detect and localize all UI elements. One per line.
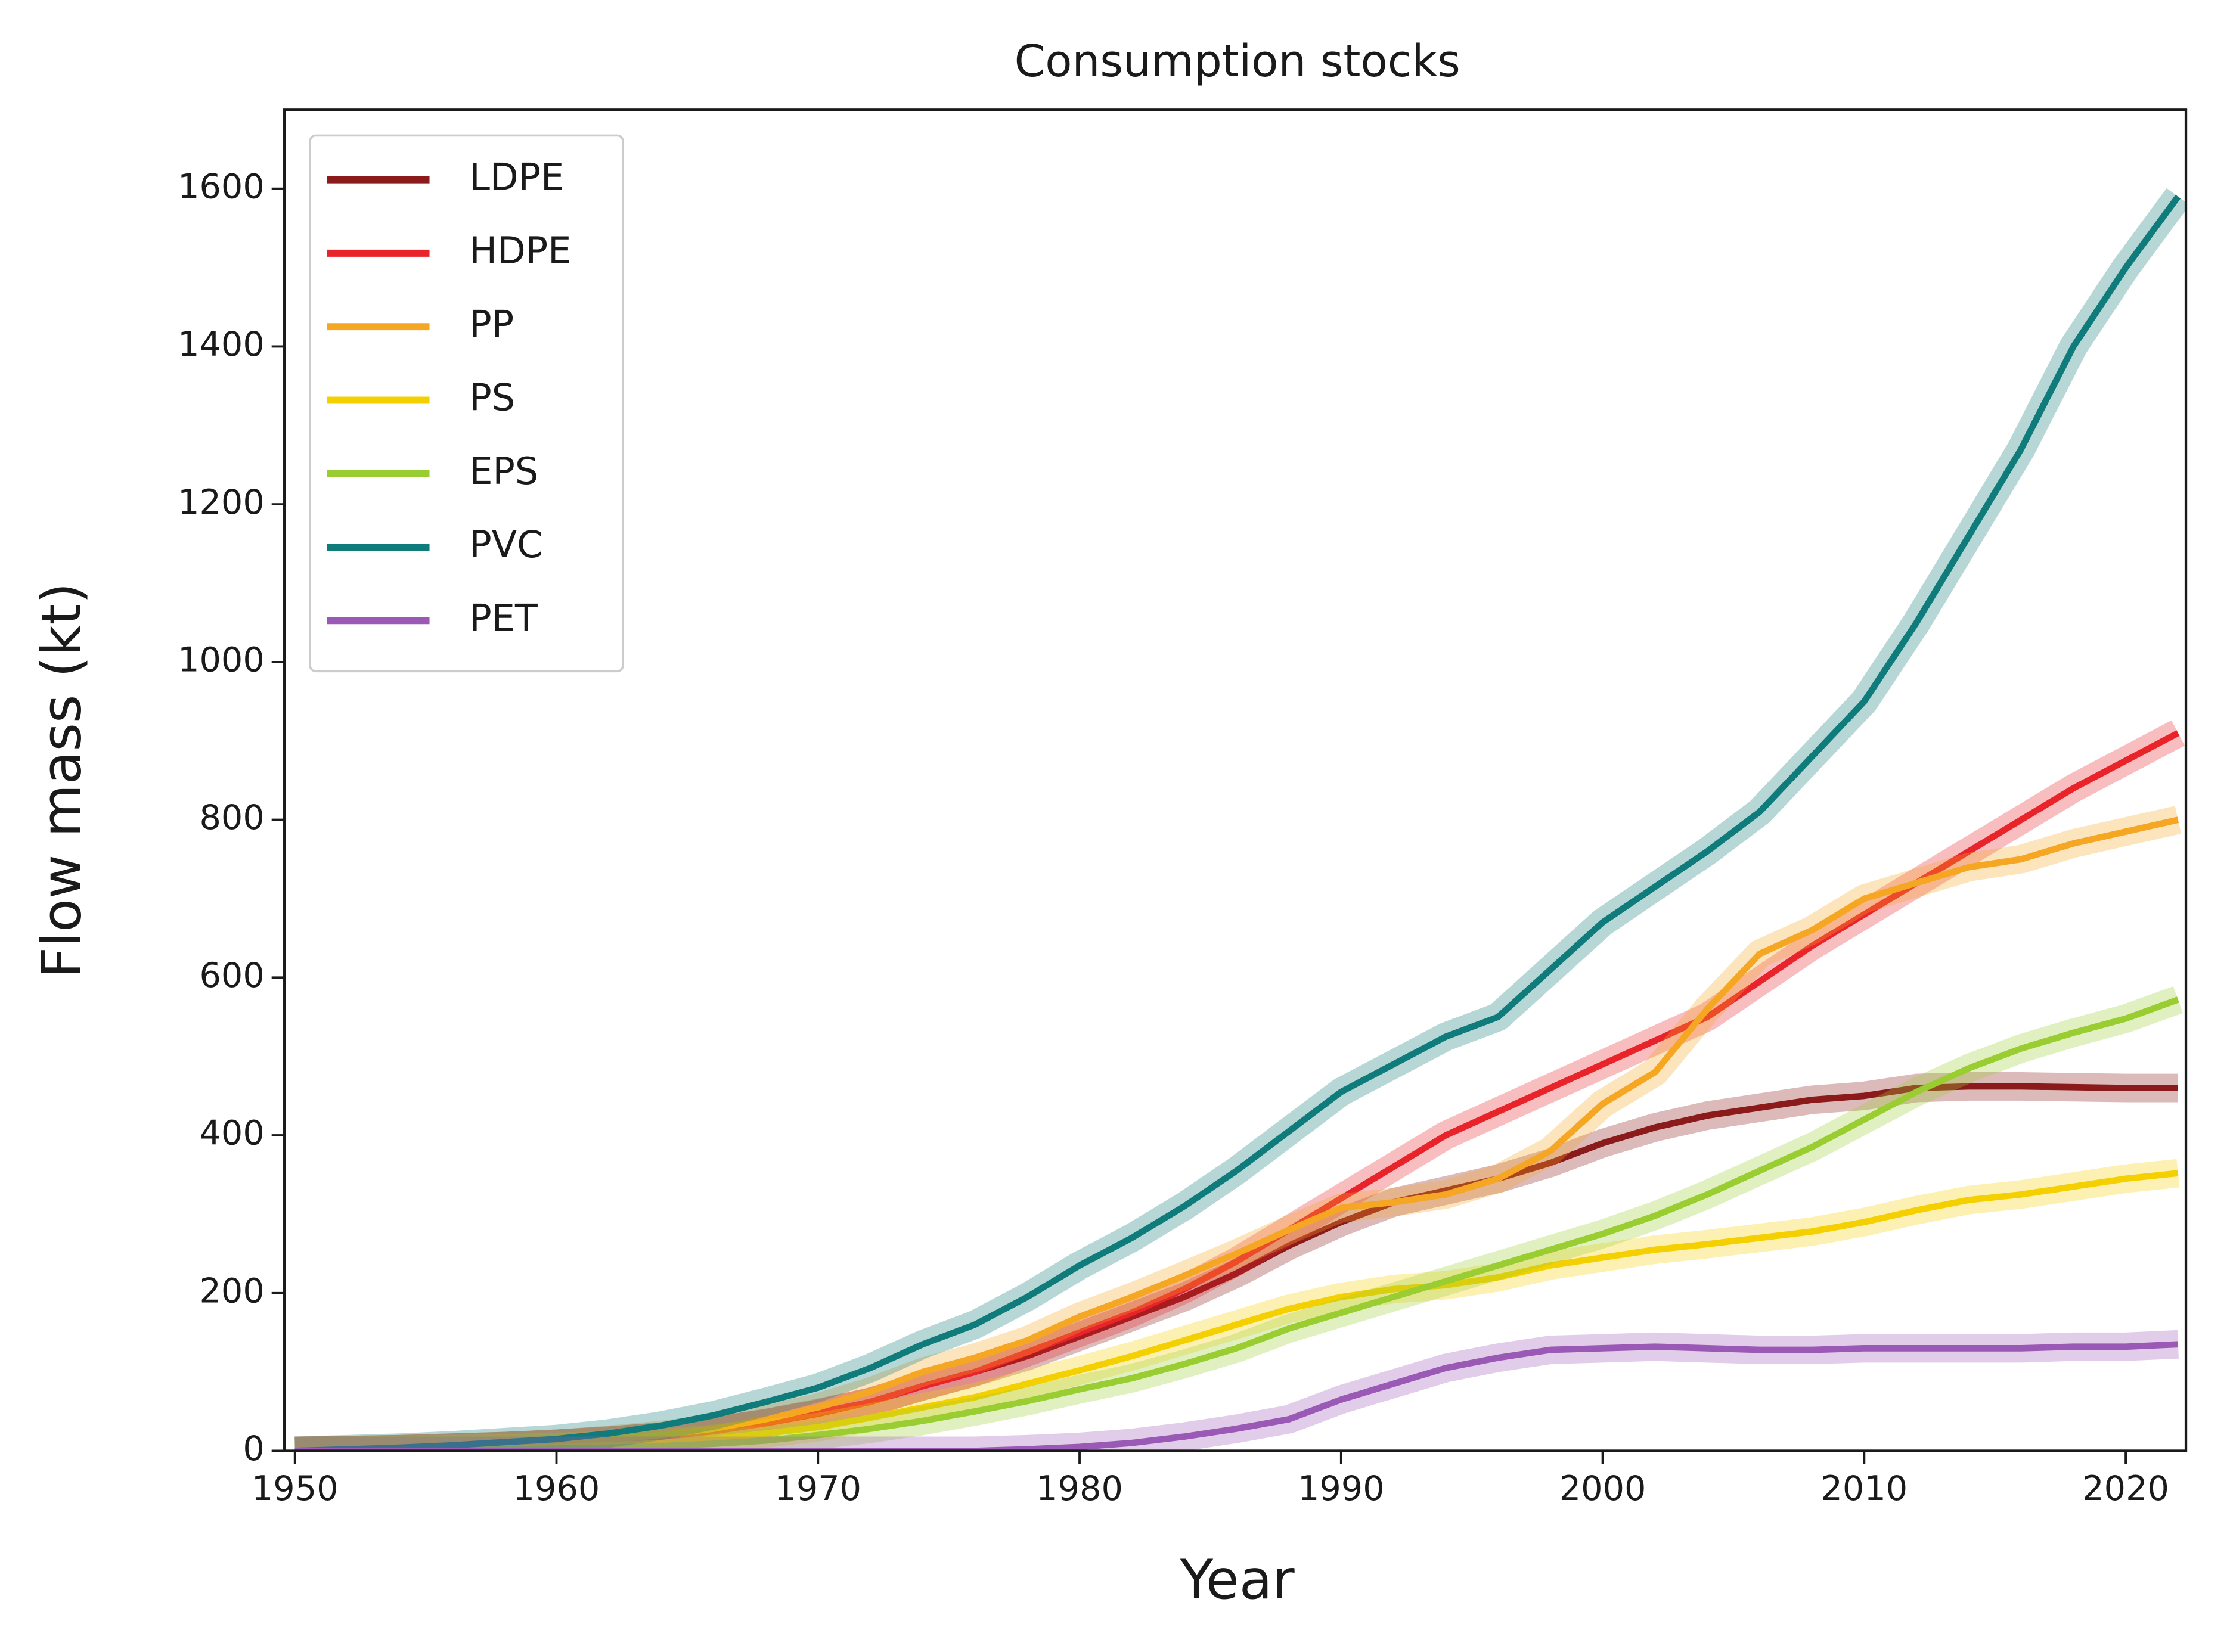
x-tick-label: 2020 (2082, 1468, 2169, 1508)
legend-label: EPS (469, 449, 538, 493)
y-tick-label: 1200 (178, 482, 265, 522)
legend-label: PET (469, 596, 538, 639)
x-tick-label: 1990 (1298, 1468, 1385, 1508)
plot-area (294, 188, 2186, 1451)
series-line (294, 1341, 2179, 1451)
y-tick-label: 1400 (178, 324, 265, 364)
series-line (294, 194, 2181, 1451)
y-tick-label: 1000 (178, 639, 265, 679)
legend: LDPE HDPE PP PS EPS PVC PET (309, 134, 624, 673)
y-tick-label: 1600 (178, 166, 265, 206)
y-tick-label: 400 (199, 1113, 264, 1153)
legend-label: PP (469, 302, 514, 346)
chart-title: Consumption stocks (1015, 36, 1460, 87)
x-tick-label: 2010 (1821, 1468, 1908, 1508)
y-axis-label: Flow mass (kt) (31, 582, 94, 978)
series-line (294, 816, 2179, 1451)
legend-box (309, 134, 624, 673)
legend-label: HDPE (469, 229, 571, 272)
y-tick-label: 600 (199, 955, 264, 995)
x-tick-label: 1960 (513, 1468, 600, 1508)
plot-frame (283, 108, 2188, 1452)
legend-label: PVC (469, 523, 542, 566)
x-tick-label: 2000 (1559, 1468, 1646, 1508)
y-tick-label: 200 (199, 1271, 264, 1311)
legend-label: PS (469, 375, 515, 419)
x-axis-label: Year (1180, 1549, 1295, 1611)
x-tick-label: 1980 (1036, 1468, 1123, 1508)
legend-label: LDPE (469, 156, 564, 199)
y-tick-label: 0 (243, 1429, 264, 1468)
y-tick-label: 800 (199, 797, 264, 837)
x-tick-label: 1970 (774, 1468, 861, 1508)
x-tick-label: 1950 (252, 1468, 339, 1508)
